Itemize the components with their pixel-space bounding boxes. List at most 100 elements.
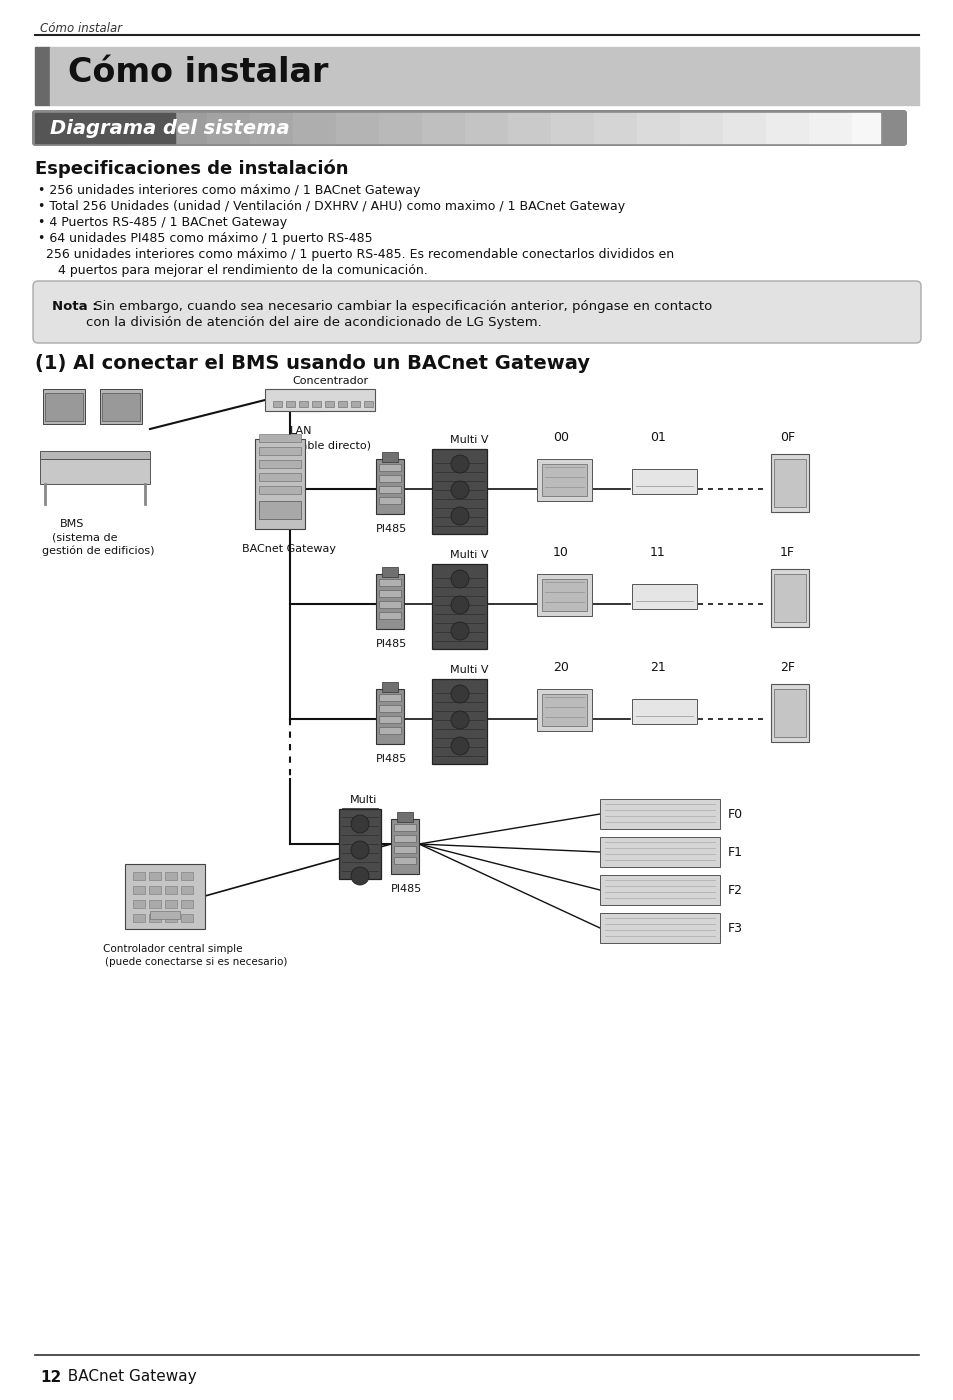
Bar: [378, 715, 400, 722]
Bar: [542, 463, 587, 496]
Bar: [258, 486, 301, 494]
Bar: [632, 699, 697, 724]
Bar: [808, 113, 851, 143]
Circle shape: [451, 736, 469, 755]
Bar: [381, 567, 397, 577]
Text: F2: F2: [727, 883, 742, 896]
Bar: [258, 473, 301, 482]
Text: PI485: PI485: [375, 524, 407, 533]
Bar: [773, 689, 805, 736]
Bar: [378, 694, 400, 701]
Bar: [464, 113, 507, 143]
Bar: [35, 113, 174, 143]
Bar: [164, 113, 207, 143]
Circle shape: [451, 711, 469, 729]
Bar: [150, 911, 180, 918]
Bar: [421, 113, 464, 143]
Text: Cómo instalar: Cómo instalar: [40, 22, 122, 35]
Bar: [181, 914, 193, 923]
Bar: [599, 875, 720, 904]
Bar: [378, 706, 400, 713]
Bar: [351, 400, 359, 407]
Text: con la división de atención del aire de acondicionado de LG System.: con la división de atención del aire de …: [52, 316, 541, 329]
Circle shape: [451, 482, 469, 498]
Bar: [181, 872, 193, 881]
Bar: [432, 564, 487, 650]
Text: Sin embargo, cuando sea necesario cambiar la especificación anterior, póngase en: Sin embargo, cuando sea necesario cambia…: [90, 300, 712, 314]
Bar: [394, 834, 416, 841]
Bar: [537, 459, 592, 501]
Text: (1) Al conectar el BMS usando un BACnet Gateway: (1) Al conectar el BMS usando un BACnet …: [35, 354, 589, 372]
Bar: [378, 497, 400, 504]
FancyBboxPatch shape: [32, 111, 906, 146]
Circle shape: [451, 685, 469, 703]
Text: PI485: PI485: [391, 883, 422, 895]
Bar: [637, 113, 679, 143]
Bar: [378, 113, 421, 143]
Bar: [298, 400, 308, 407]
Bar: [378, 486, 400, 493]
Bar: [378, 475, 400, 482]
Bar: [722, 113, 765, 143]
Bar: [394, 846, 416, 853]
Text: 20: 20: [553, 661, 568, 673]
Bar: [132, 900, 145, 909]
Bar: [364, 400, 373, 407]
Bar: [599, 913, 720, 944]
Text: 256 unidades interiores como máximo / 1 puerto RS-485. Es recomendable conectarl: 256 unidades interiores como máximo / 1 …: [38, 248, 674, 260]
Bar: [132, 886, 145, 895]
Bar: [40, 459, 150, 484]
Text: BACnet Gateway: BACnet Gateway: [242, 545, 335, 554]
Bar: [165, 900, 177, 909]
Bar: [770, 685, 808, 742]
Bar: [599, 837, 720, 867]
Bar: [337, 400, 347, 407]
Bar: [679, 113, 722, 143]
Text: F3: F3: [727, 921, 742, 935]
Bar: [100, 389, 142, 424]
Bar: [765, 113, 808, 143]
Bar: [378, 580, 400, 587]
Text: Controlador central simple: Controlador central simple: [103, 944, 242, 953]
Circle shape: [451, 507, 469, 525]
Text: F1: F1: [727, 846, 742, 858]
Circle shape: [451, 455, 469, 473]
Text: LAN: LAN: [290, 426, 313, 435]
Text: • Total 256 Unidades (unidad / Ventilación / DXHRV / AHU) como maximo / 1 BACnet: • Total 256 Unidades (unidad / Ventilaci…: [38, 200, 624, 213]
Bar: [770, 454, 808, 512]
Text: 12: 12: [40, 1369, 61, 1385]
Bar: [551, 113, 594, 143]
Bar: [50, 48, 918, 105]
Circle shape: [451, 622, 469, 640]
Bar: [507, 113, 551, 143]
Text: (sistema de: (sistema de: [52, 532, 117, 542]
Bar: [773, 574, 805, 622]
Bar: [378, 589, 400, 596]
Bar: [207, 113, 250, 143]
Bar: [594, 113, 637, 143]
Bar: [181, 886, 193, 895]
Bar: [375, 689, 403, 743]
Text: Multi V: Multi V: [450, 435, 488, 445]
Bar: [132, 872, 145, 881]
Bar: [394, 825, 416, 832]
Bar: [149, 886, 161, 895]
Bar: [432, 449, 487, 533]
Bar: [770, 568, 808, 627]
Bar: [773, 459, 805, 507]
Text: BACnet Gateway: BACnet Gateway: [58, 1369, 196, 1385]
Bar: [40, 451, 150, 459]
Bar: [375, 574, 403, 629]
Bar: [35, 113, 78, 143]
Circle shape: [451, 596, 469, 615]
Text: BMS: BMS: [60, 519, 84, 529]
Bar: [851, 113, 879, 143]
Bar: [149, 872, 161, 881]
Bar: [125, 864, 205, 930]
Bar: [537, 574, 592, 616]
Text: Especificaciones de instalación: Especificaciones de instalación: [35, 160, 348, 178]
Bar: [181, 900, 193, 909]
Text: (puede conectarse si es necesario): (puede conectarse si es necesario): [105, 958, 287, 967]
Text: F0: F0: [727, 808, 742, 820]
Text: Multi V: Multi V: [450, 665, 488, 675]
